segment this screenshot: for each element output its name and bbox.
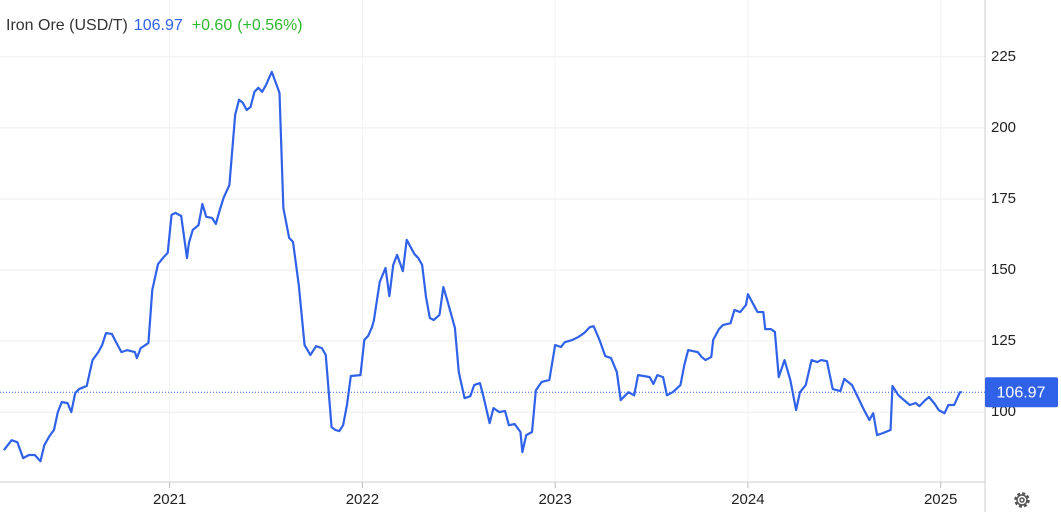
y-tick-label: 150 xyxy=(991,261,1016,278)
price-line xyxy=(2,70,962,463)
x-tick-label: 2022 xyxy=(346,491,379,508)
last-price: 106.97 xyxy=(134,17,183,34)
gear-teeth xyxy=(1014,492,1030,508)
last-price-box xyxy=(985,377,1058,408)
change: +0.60 xyxy=(192,17,233,34)
x-tick-label: 2023 xyxy=(538,491,571,508)
last-price-label: 106.97 xyxy=(997,384,1046,401)
x-tick-label: 2021 xyxy=(153,491,186,508)
gear-ring xyxy=(1016,494,1028,506)
x-tick-label: 2024 xyxy=(731,491,764,508)
change-pct: (+0.56%) xyxy=(237,17,302,34)
grid xyxy=(0,0,985,482)
y-tick-label: 200 xyxy=(991,119,1016,136)
y-tick-label: 175 xyxy=(991,190,1016,207)
y-tick-label: 225 xyxy=(991,48,1016,65)
settings-icon[interactable] xyxy=(1014,492,1030,508)
chart-title: Iron Ore (USD/T) xyxy=(6,17,128,34)
gear-hub xyxy=(1019,497,1025,503)
y-tick-label: 100 xyxy=(991,403,1016,420)
header: Iron Ore (USD/T) 106.97 +0.60 (+0.56%) xyxy=(6,17,303,34)
y-tick-label: 125 xyxy=(991,332,1016,349)
x-tick-label: 2025 xyxy=(924,491,957,508)
